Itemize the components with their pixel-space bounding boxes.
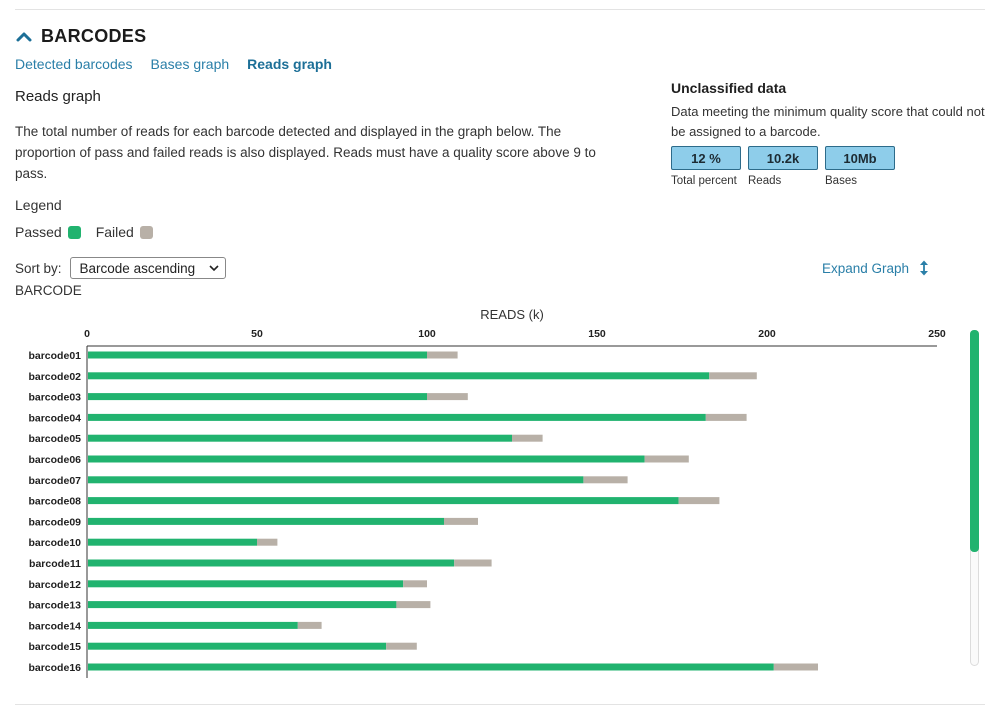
unclassified-stats: 12 % Total percent 10.2k Reads 10Mb Base… (671, 146, 991, 187)
bar-failed (454, 559, 492, 567)
y-tick-label: barcode09 (28, 516, 81, 528)
expand-graph-label: Expand Graph (822, 260, 910, 276)
bar-failed (396, 601, 431, 609)
y-tick-label: barcode11 (29, 558, 81, 570)
sort-selected-value: Barcode ascending (79, 260, 196, 276)
chart-scrollbar-thumb[interactable] (970, 330, 979, 552)
bar-failed (512, 434, 543, 442)
expand-vertical-icon (920, 260, 929, 276)
graph-tabs: Detected barcodes Bases graph Reads grap… (15, 56, 350, 72)
x-tick-label: 200 (758, 328, 776, 340)
bar-passed (88, 434, 512, 442)
bar-failed (644, 455, 689, 463)
bar-passed (88, 413, 706, 421)
y-tick-label: barcode05 (28, 433, 81, 445)
bar-passed (88, 580, 404, 588)
graph-description: The total number of reads for each barco… (15, 124, 596, 181)
stat-total-percent-value: 12 % (671, 146, 741, 170)
top-divider (15, 9, 985, 10)
legend: Passed Failed (15, 224, 168, 240)
bar-failed (705, 413, 747, 421)
y-tick-label: barcode07 (28, 475, 81, 487)
unclassified-panel: Unclassified data Data meeting the minim… (671, 80, 991, 187)
bar-passed (88, 517, 444, 525)
y-tick-label: barcode15 (28, 641, 81, 653)
legend-failed-swatch (139, 225, 153, 239)
x-tick-label: 0 (84, 328, 90, 340)
legend-title: Legend (15, 197, 62, 213)
bar-failed (297, 621, 322, 629)
bar-failed (386, 642, 417, 650)
y-tick-label: barcode06 (28, 454, 81, 466)
bar-passed (88, 601, 397, 609)
bottom-divider (15, 704, 985, 705)
stat-bases-label: Bases (825, 175, 857, 187)
bar-failed (444, 517, 478, 525)
section-title: BARCODES (41, 26, 147, 46)
y-tick-label: barcode02 (28, 371, 81, 383)
y-tick-label: barcode10 (28, 537, 81, 549)
unclassified-description: Data meeting the minimum quality score t… (671, 104, 985, 139)
tab-reads-graph[interactable]: Reads graph (247, 56, 332, 72)
legend-failed-label: Failed (95, 224, 134, 240)
legend-passed-label: Passed (15, 224, 62, 240)
bar-passed (88, 642, 387, 650)
tab-bases-graph[interactable]: Bases graph (150, 56, 230, 72)
y-axis-title: BARCODE (15, 283, 82, 298)
stat-bases-value: 10Mb (825, 146, 895, 170)
bar-passed (88, 351, 427, 359)
sort-label: Sort by: (15, 260, 62, 276)
bar-passed (88, 559, 455, 567)
bar-passed (88, 476, 584, 484)
sort-select[interactable]: Barcode ascending (69, 257, 226, 279)
bar-failed (427, 351, 458, 359)
graph-subtitle: Reads graph (15, 88, 101, 105)
bar-passed (88, 393, 427, 401)
y-tick-label: barcode03 (28, 392, 81, 404)
y-tick-label: barcode16 (28, 662, 81, 674)
y-tick-label: barcode08 (28, 496, 81, 508)
x-tick-label: 250 (928, 328, 946, 340)
stat-total-percent-label: Total percent (671, 175, 737, 187)
expand-graph-button[interactable]: Expand Graph (822, 260, 929, 276)
x-tick-label: 50 (251, 328, 263, 340)
stat-total-percent: 12 % Total percent (671, 146, 741, 187)
bar-passed (88, 621, 298, 629)
stat-reads-label: Reads (748, 175, 782, 187)
bar-passed (88, 663, 774, 671)
bar-failed (709, 372, 757, 380)
stat-reads: 10.2k Reads (748, 146, 818, 187)
bar-failed (427, 393, 468, 401)
bar-failed (583, 476, 628, 484)
y-tick-label: barcode01 (28, 350, 81, 362)
legend-passed-swatch (67, 225, 81, 239)
y-tick-label: barcode13 (28, 600, 81, 612)
stat-reads-value: 10.2k (748, 146, 818, 170)
bar-failed (403, 580, 427, 588)
barcodes-section-toggle[interactable]: BARCODES (15, 26, 146, 47)
bar-failed (257, 538, 278, 546)
x-axis-title: READS (k) (480, 307, 544, 322)
x-tick-label: 150 (588, 328, 606, 340)
unclassified-title: Unclassified data (671, 80, 787, 96)
bar-passed (88, 455, 645, 463)
tab-detected-barcodes[interactable]: Detected barcodes (15, 56, 133, 72)
y-tick-label: barcode12 (28, 579, 81, 591)
bar-passed (88, 372, 710, 380)
reads-bar-chart: READS (k) 0 50 100 150 200 250 barcode01 barco… (28, 307, 946, 678)
bar-passed (88, 538, 257, 546)
chevron-up-icon (16, 32, 32, 41)
y-tick-label: barcode14 (28, 620, 81, 632)
stat-bases: 10Mb Bases (825, 146, 895, 187)
x-tick-label: 100 (418, 328, 436, 340)
y-tick-label: barcode04 (28, 412, 81, 424)
bar-failed (773, 663, 818, 671)
bar-failed (678, 497, 720, 505)
chevron-down-icon (208, 265, 219, 272)
sort-row: Sort by: Barcode ascending (15, 257, 226, 279)
bar-passed (88, 497, 679, 505)
